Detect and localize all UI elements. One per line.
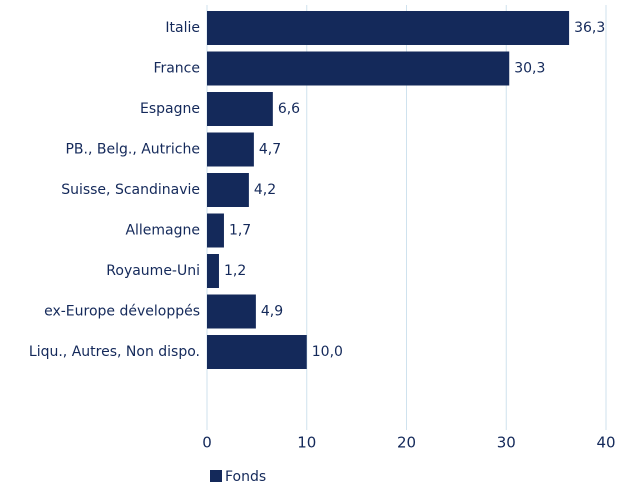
bar: [207, 132, 254, 167]
bar: [207, 294, 256, 329]
legend-swatch: [210, 470, 222, 482]
x-tick-label: 30: [497, 434, 516, 452]
value-label: 1,7: [229, 223, 251, 239]
bar: [207, 51, 510, 86]
y-tick-label: Allemagne: [125, 223, 200, 239]
value-label: 30,3: [514, 61, 545, 77]
value-label: 6,6: [278, 101, 300, 117]
y-tick-label: PB., Belg., Autriche: [65, 142, 200, 158]
x-tick-label: 0: [202, 434, 212, 452]
bar: [207, 92, 273, 126]
bar: [207, 173, 249, 207]
value-label: 10,0: [312, 344, 343, 360]
bar: [207, 213, 224, 248]
value-label: 4,9: [261, 304, 283, 320]
x-tick-label: 10: [297, 434, 316, 452]
bar: [207, 11, 570, 45]
value-label: 1,2: [224, 263, 246, 279]
y-tick-label: Espagne: [140, 101, 200, 117]
y-tick-label: Royaume-Uni: [106, 263, 200, 279]
value-label: 4,2: [254, 182, 276, 198]
y-tick-label: Italie: [165, 20, 200, 36]
y-tick-label: France: [153, 61, 200, 77]
bar: [207, 335, 307, 369]
x-tick-label: 20: [397, 434, 416, 452]
value-label: 36,3: [574, 20, 605, 36]
legend-label: Fonds: [225, 469, 266, 485]
bar: [207, 254, 219, 288]
value-label: 4,7: [259, 142, 281, 158]
x-tick-label: 40: [596, 434, 615, 452]
y-tick-label: Liqu., Autres, Non dispo.: [29, 344, 200, 360]
y-tick-label: Suisse, Scandinavie: [61, 182, 200, 198]
y-tick-label: ex-Europe développés: [44, 304, 200, 320]
